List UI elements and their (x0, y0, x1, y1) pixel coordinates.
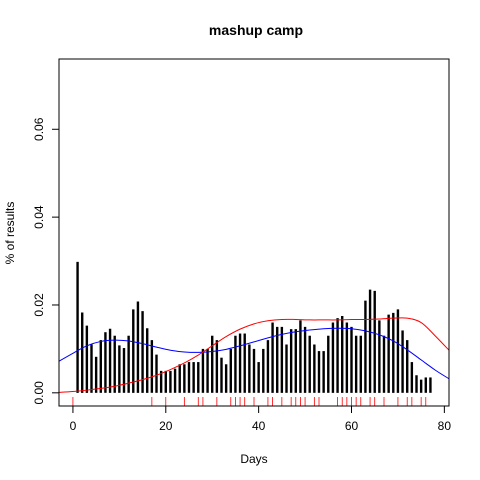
x-tick-label: 20 (159, 419, 173, 433)
y-tick-label: 0.02 (32, 293, 46, 317)
x-axis-label: Days (240, 452, 267, 466)
bars-group (78, 262, 431, 393)
y-axis-label: % of results (3, 202, 17, 265)
y-tick-label: 0.00 (32, 381, 46, 405)
x-tick-label: 60 (345, 419, 359, 433)
x-tick-label: 0 (70, 419, 77, 433)
rug-group (73, 397, 426, 406)
y-tick-label: 0.04 (32, 205, 46, 229)
chart-title: mashup camp (209, 22, 303, 38)
x-tick-label: 40 (252, 419, 266, 433)
x-tick-label: 80 (438, 419, 452, 433)
y-tick-label: 0.06 (32, 117, 46, 141)
